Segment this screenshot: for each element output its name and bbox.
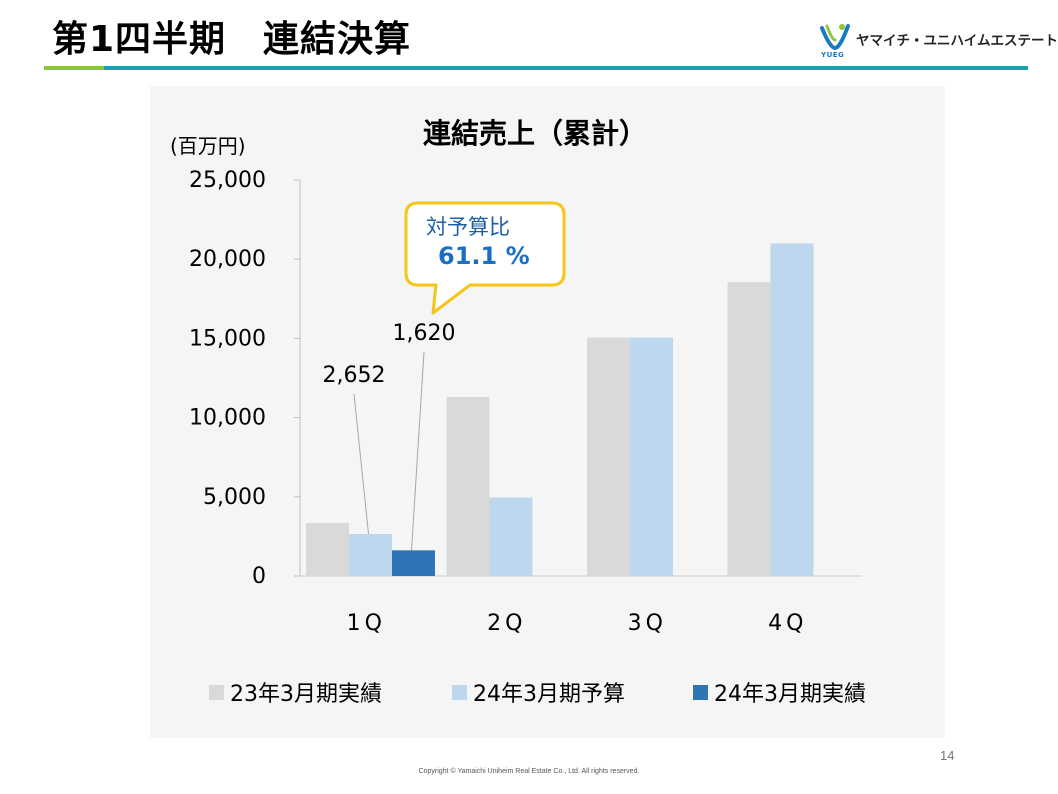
y-tick-label: 10,000 xyxy=(189,406,266,431)
bar-2-3Q xyxy=(630,337,673,576)
y-tick-label: 20,000 xyxy=(189,247,266,272)
bar-2-4Q xyxy=(770,243,814,577)
page-title: 第1四半期 連結決算 xyxy=(52,19,412,60)
copyright-text: Copyright © Yamaichi Uniheim Real Estate… xyxy=(418,768,640,775)
bar-2-1Q xyxy=(349,533,392,576)
legend-label-1: 23年3月期実績 xyxy=(230,682,382,707)
bar-1-2Q xyxy=(446,397,490,576)
legend-label-2: 24年3月期予算 xyxy=(473,682,625,707)
chart-title: 連結売上（累計） xyxy=(423,117,647,150)
legend-swatch-1 xyxy=(209,685,224,700)
x-tick-label: 3Q xyxy=(628,611,667,636)
legend-swatch-2 xyxy=(452,685,467,700)
page-number: 14 xyxy=(940,748,955,763)
y-tick-label: 5,000 xyxy=(203,485,266,510)
data-label-leader xyxy=(411,351,425,551)
data-label: 1,620 xyxy=(393,321,456,346)
logo-mark-icon xyxy=(820,24,850,51)
logo-text: ヤマイチ・ユニハイムエステート xyxy=(856,33,1058,49)
data-label: 2,652 xyxy=(323,363,386,388)
callout-value: 61.1 % xyxy=(438,242,530,270)
x-tick-label: 2Q xyxy=(487,611,526,636)
y-tick-label: 25,000 xyxy=(189,168,266,193)
y-axis-unit-label: (百万円) xyxy=(170,134,246,158)
bar-1-4Q xyxy=(727,282,771,576)
data-label-leader xyxy=(353,393,369,535)
bar-1-3Q xyxy=(587,337,630,576)
bar-2-2Q xyxy=(489,497,533,576)
x-tick-label: 4Q xyxy=(768,611,807,636)
bar-3-1Q xyxy=(392,550,435,576)
y-tick-label: 15,000 xyxy=(189,326,266,351)
ratio-callout-bubble xyxy=(404,201,566,315)
x-tick-label: 1Q xyxy=(347,611,386,636)
legend-label-3: 24年3月期実績 xyxy=(714,682,866,707)
bar-1-1Q xyxy=(306,522,349,576)
title-rule-green xyxy=(44,66,104,70)
chart-panel: 連結売上（累計） (百万円) 0 5,000 10,000 15,000 20,000 2… xyxy=(150,86,945,738)
logo-sub-text: YUEG xyxy=(821,51,845,59)
revenue-chart: 連結売上（累計） (百万円) 0 5,000 10,000 15,000 20,000 2… xyxy=(170,117,866,707)
title-rule-teal xyxy=(104,66,1028,70)
legend-swatch-3 xyxy=(693,685,708,700)
y-tick-label: 0 xyxy=(252,564,266,589)
callout-label: 対予算比 xyxy=(426,215,510,239)
company-logo: YUEG ヤマイチ・ユニハイムエステート xyxy=(818,20,1058,64)
